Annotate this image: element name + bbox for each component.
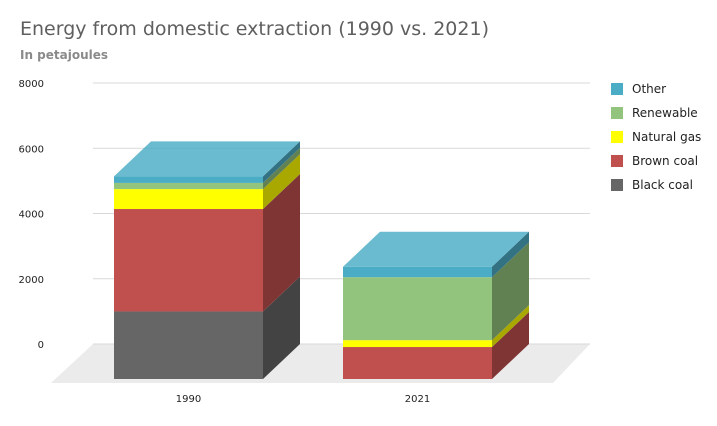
y-tick-label: 4000 xyxy=(19,210,44,221)
y-tick-label: 0 xyxy=(38,340,44,351)
bar-1990-brown-coal-front xyxy=(114,209,263,312)
legend-swatch xyxy=(611,107,623,119)
chart-legend: Other Renewable Natural gas Brown coal Black… xyxy=(611,77,701,197)
bar-2021-renewable-side xyxy=(492,242,529,341)
bar-2021-natural-gas-side xyxy=(492,305,529,348)
bar-1990-other-side xyxy=(263,141,300,183)
bar-2021-brown-coal-side xyxy=(492,312,529,379)
y-tick-label: 6000 xyxy=(19,144,44,155)
bar-2021-other-front xyxy=(343,266,492,278)
bar-1990-renewable-front xyxy=(114,182,263,190)
legend-item: Other xyxy=(611,77,701,101)
legend-item: Brown coal xyxy=(611,149,701,173)
bar-2021-brown-coal-front xyxy=(343,347,492,379)
bar-1990-other-top xyxy=(114,141,300,177)
legend-label: Other xyxy=(632,82,667,96)
legend-swatch xyxy=(611,179,623,191)
chart-title: Energy from domestic extraction (1990 vs… xyxy=(20,18,489,40)
bar-1990-natural-gas-side xyxy=(263,154,300,210)
x-tick-label: 2021 xyxy=(405,394,430,405)
legend-swatch xyxy=(611,131,623,143)
y-tick-label: 8000 xyxy=(19,79,44,90)
bar-1990-renewable-side xyxy=(263,147,300,190)
legend-swatch xyxy=(611,83,623,95)
chart-subtitle: In petajoules xyxy=(20,48,109,62)
legend-item: Natural gas xyxy=(611,125,701,149)
legend-label: Brown coal xyxy=(632,154,699,168)
bar-1990-brown-coal-side xyxy=(263,174,300,312)
bar-2021-other-side xyxy=(492,231,529,278)
x-tick-label: 1990 xyxy=(176,394,201,405)
bar-1990-black-coal-side xyxy=(263,276,300,379)
bar-2021-renewable-front xyxy=(343,277,492,341)
y-tick-label: 2000 xyxy=(19,275,44,286)
legend-swatch xyxy=(611,155,623,167)
legend-item: Renewable xyxy=(611,101,701,125)
bar-1990-other-front xyxy=(114,176,263,183)
bar-1990-natural-gas-front xyxy=(114,189,263,210)
bar-2021-natural-gas-front xyxy=(343,340,492,348)
legend-label: Renewable xyxy=(632,106,698,120)
legend-label: Natural gas xyxy=(632,130,702,144)
bar-2021-other-top xyxy=(343,231,529,267)
legend-item: Black coal xyxy=(611,173,701,197)
bar-1990-black-coal-front xyxy=(114,311,263,379)
legend-label: Black coal xyxy=(632,178,693,192)
